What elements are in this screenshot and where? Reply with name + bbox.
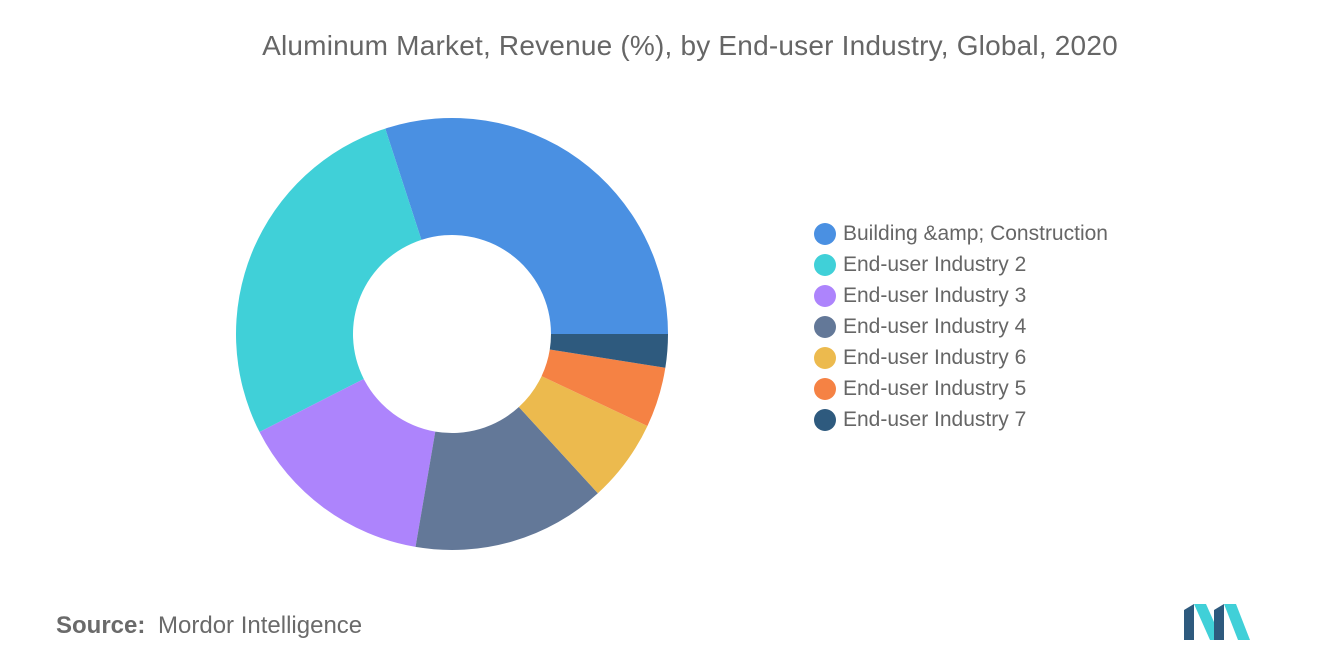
donut-slices [236, 117, 668, 550]
legend-swatch-icon [814, 253, 836, 276]
legend-label: End-user Industry 2 [843, 252, 1027, 276]
legend-label: End-user Industry 5 [843, 376, 1027, 400]
legend-label: Building &amp; Construction [843, 221, 1108, 245]
legend-swatch-icon [814, 315, 836, 338]
donut-slice-1 [385, 117, 668, 334]
legend-label: End-user Industry 7 [843, 407, 1027, 431]
donut-slice-7 [549, 334, 668, 368]
legend-swatch-icon [814, 408, 836, 431]
legend-swatch-icon [814, 377, 836, 400]
legend-item-5: End-user Industry 6 [814, 342, 1108, 373]
legend-swatch-icon [814, 346, 836, 369]
donut-slice-5 [518, 376, 648, 494]
donut-slice-6 [541, 349, 666, 426]
chart-title: Aluminum Market, Revenue (%), by End-use… [262, 30, 1118, 61]
legend-item-3: End-user Industry 3 [814, 280, 1108, 311]
source-note: Source: Mordor Intelligence [56, 612, 362, 640]
legend-item-6: End-user Industry 5 [814, 373, 1108, 404]
chart-legend: Building &amp; Construction End-user Indu… [814, 218, 1108, 435]
legend-label: End-user Industry 3 [843, 283, 1027, 307]
legend-swatch-icon [814, 222, 836, 245]
legend-item-2: End-user Industry 2 [814, 249, 1108, 280]
legend-item-1: Building &amp; Construction [814, 218, 1108, 249]
donut-slice-2 [236, 128, 422, 433]
source-value: Mordor Intelligence [158, 612, 363, 639]
legend-label: End-user Industry 6 [843, 345, 1027, 369]
mordor-intelligence-logo-icon [1184, 604, 1250, 640]
legend-item-7: End-user Industry 7 [814, 404, 1108, 435]
legend-label: End-user Industry 4 [843, 314, 1027, 338]
legend-swatch-icon [814, 284, 836, 307]
source-label: Source: [56, 612, 146, 639]
donut-slice-3 [259, 378, 436, 547]
donut-slice-4 [415, 407, 598, 550]
legend-item-4: End-user Industry 4 [814, 311, 1108, 342]
